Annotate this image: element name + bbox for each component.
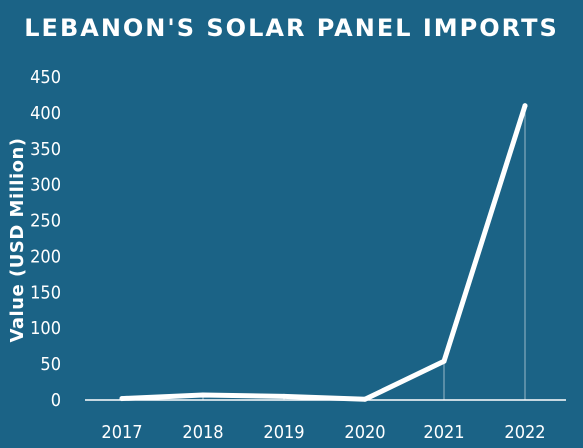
data-point [281,393,287,399]
x-tick-label: 2021 [423,422,464,443]
data-point [119,396,125,402]
x-tick-label: 2022 [504,422,545,443]
y-tick-label: 350 [30,139,61,160]
y-tick-label: 250 [30,211,61,232]
y-tick-label: 300 [30,175,61,196]
y-tick-label: 150 [30,282,61,303]
y-tick-label: 450 [30,67,61,88]
data-point [441,358,447,364]
y-tick-label: 0 [51,390,61,411]
y-axis-title: Value (USD Million) [7,137,28,342]
series-line [119,103,528,402]
x-tick-label: 2017 [101,422,142,443]
x-tick-label: 2019 [263,422,304,443]
data-point [362,396,368,402]
x-tick-label: 2018 [182,422,223,443]
y-tick-label: 50 [40,354,61,375]
data-point [522,103,528,109]
y-tick-label: 400 [30,103,61,124]
x-tick-label: 2020 [344,422,385,443]
y-tick-label: 100 [30,318,61,339]
y-tick-label: 200 [30,246,61,267]
data-point [200,392,206,398]
chart-title: Lebanon's Solar Panel Imports [24,14,559,42]
